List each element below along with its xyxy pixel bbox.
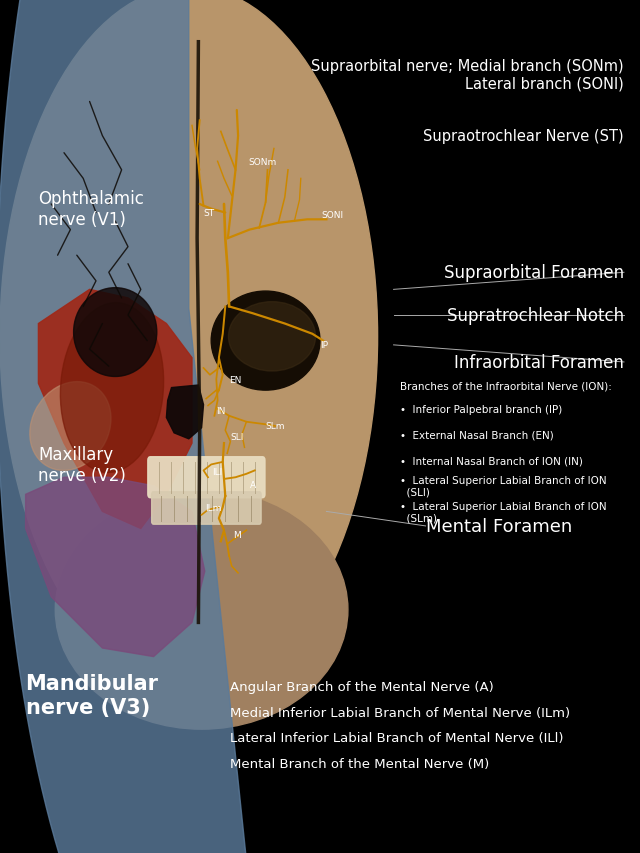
Text: SLm: SLm <box>266 422 285 431</box>
Text: ILl: ILl <box>212 467 223 476</box>
Text: SONl: SONl <box>321 211 344 219</box>
Ellipse shape <box>228 302 316 372</box>
Ellipse shape <box>60 304 164 473</box>
Text: IN: IN <box>216 407 226 415</box>
Text: A: A <box>250 480 256 489</box>
Text: •  Lateral Superior Labial Branch of ION
  (SLm): • Lateral Superior Labial Branch of ION … <box>400 501 607 523</box>
Text: Supraorbital nerve; Medial branch (SONm)
Lateral branch (SONl): Supraorbital nerve; Medial branch (SONm)… <box>312 59 624 91</box>
Text: Supraorbital Foramen: Supraorbital Foramen <box>444 264 624 282</box>
Text: Maxillary
nerve (V2): Maxillary nerve (V2) <box>38 445 126 485</box>
Polygon shape <box>38 290 192 529</box>
Ellipse shape <box>0 0 378 687</box>
Text: SLl: SLl <box>230 432 244 441</box>
Text: Mental Branch of the Mental Nerve (M): Mental Branch of the Mental Nerve (M) <box>230 757 490 770</box>
Text: EN: EN <box>229 375 241 384</box>
Text: Angular Branch of the Mental Nerve (A): Angular Branch of the Mental Nerve (A) <box>230 680 494 693</box>
Text: ST: ST <box>204 209 214 218</box>
Text: IP: IP <box>320 340 328 349</box>
Text: SONm: SONm <box>248 158 276 166</box>
Polygon shape <box>0 0 260 853</box>
Text: Supraotrochlear Nerve (ST): Supraotrochlear Nerve (ST) <box>424 129 624 144</box>
Text: Mental Foramen: Mental Foramen <box>426 517 572 536</box>
Text: •  Internal Nasal Branch of ION (IN): • Internal Nasal Branch of ION (IN) <box>400 456 583 466</box>
Text: •  Inferior Palpebral branch (IP): • Inferior Palpebral branch (IP) <box>400 404 563 415</box>
Text: Mandibular
nerve (V3): Mandibular nerve (V3) <box>26 674 159 717</box>
Text: Infraorbital Foramen: Infraorbital Foramen <box>454 353 624 372</box>
Polygon shape <box>26 478 205 657</box>
Ellipse shape <box>30 382 111 471</box>
Ellipse shape <box>55 490 348 729</box>
Text: Branches of the Infraorbital Nerve (ION):: Branches of the Infraorbital Nerve (ION)… <box>400 380 612 391</box>
FancyBboxPatch shape <box>148 457 265 498</box>
Text: Ophthalamic
nerve (V1): Ophthalamic nerve (V1) <box>38 189 144 229</box>
FancyBboxPatch shape <box>152 492 261 525</box>
Text: Supratrochlear Notch: Supratrochlear Notch <box>447 306 624 325</box>
Text: •  Lateral Superior Labial Branch of ION
  (SLl): • Lateral Superior Labial Branch of ION … <box>400 475 607 497</box>
Polygon shape <box>166 386 204 439</box>
Text: Medial Inferior Labial Branch of Mental Nerve (ILm): Medial Inferior Labial Branch of Mental … <box>230 705 570 719</box>
Text: M: M <box>234 531 241 539</box>
Ellipse shape <box>211 292 320 391</box>
Text: Lateral Inferior Labial Branch of Mental Nerve (ILl): Lateral Inferior Labial Branch of Mental… <box>230 731 564 745</box>
Text: •  External Nasal Branch (EN): • External Nasal Branch (EN) <box>400 430 554 440</box>
Ellipse shape <box>74 288 157 377</box>
Text: ILm: ILm <box>205 503 221 512</box>
